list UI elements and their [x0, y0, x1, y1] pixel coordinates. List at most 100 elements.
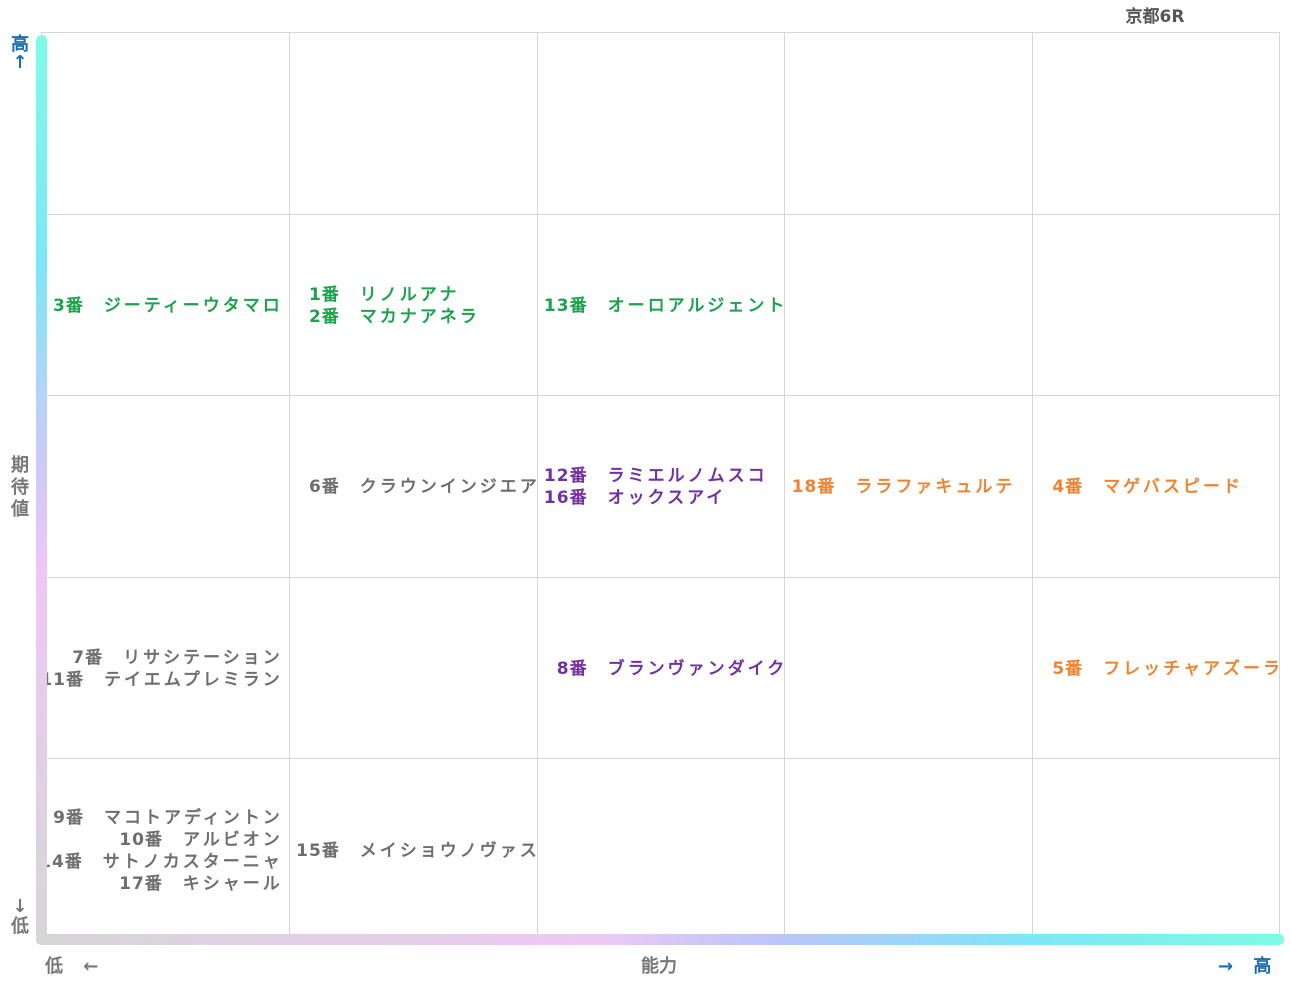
horse-name: アルビオン: [182, 829, 283, 850]
horse-number: 15番: [296, 840, 340, 861]
horse-number: 8番: [556, 659, 588, 680]
horse-number: 5番: [1052, 659, 1084, 680]
horse-entry: 9番 マコトアディントン: [38, 807, 283, 829]
down-arrow-icon: ↓: [12, 896, 28, 917]
grid-cell-r2-c1: 6番 クラウンインジエア: [288, 396, 540, 578]
x-axis-low-text: 低: [45, 956, 63, 977]
y-axis-high-text: 高: [11, 34, 29, 55]
horse-name: オーロアルジェント: [607, 295, 788, 316]
x-axis-high-label: → 高: [1218, 952, 1271, 978]
horse-number: 11番: [40, 670, 84, 691]
horse-entry: 10番 アルビオン: [117, 829, 283, 851]
horse-entry: 13番 オーロアルジェント: [542, 295, 788, 317]
horse-name: マゲバスピード: [1103, 477, 1243, 498]
x-axis-low-label: 低 ←: [45, 952, 98, 978]
horse-number: 2番: [308, 306, 340, 327]
grid-cell-r2-c4: 4番 マゲバスピード: [1032, 396, 1280, 578]
grid-cell-r3-c2: 8番 ブランヴァンダイク: [536, 577, 788, 760]
horse-entry: 7番 リサシテーション: [57, 647, 283, 669]
horse-entry: 8番 ブランヴァンダイク: [542, 658, 788, 680]
horse-number: 1番: [308, 284, 340, 305]
horse-number: 4番: [1052, 477, 1084, 498]
y-axis-title-char-1: 期: [11, 455, 29, 476]
horse-entry: 4番 マゲバスピード: [1037, 476, 1243, 498]
horse-entry: 6番 クラウンインジエア: [294, 476, 540, 498]
grid-cell-r3-c1: [288, 577, 537, 760]
y-axis-low-label: ↓ 低: [8, 896, 32, 938]
horse-number: 16番: [543, 488, 588, 509]
horse-number: 6番: [308, 477, 340, 498]
grid-cell-r0-c2: [536, 33, 785, 215]
grid-cell-r4-c0: 9番 マコトアディントン 10番 アルビオン 14番 サトノカスターニャ 17番 キシャール: [38, 759, 289, 941]
horse-entry: 2番 マカナアネラ: [294, 306, 480, 328]
horse-name: フレッチャアズーラ: [1103, 659, 1284, 680]
grid-cell-r1-c0: 3番 ジーティーウタマロ: [38, 214, 289, 397]
horse-entry: 12番 ラミエルノムスコ: [542, 465, 768, 487]
horse-number: 7番: [72, 648, 104, 669]
horse-name: クラウンインジエア: [359, 477, 540, 498]
y-axis-title: 期 待 値: [8, 455, 32, 521]
grid-cell-r4-c1: 15番 メイショウノヴァス: [288, 759, 540, 941]
horse-number: 12番: [543, 466, 588, 487]
x-axis-high-text: 高: [1253, 956, 1272, 977]
grid-cell-r2-c0: [41, 396, 289, 578]
horse-name: リノルアナ: [359, 284, 460, 305]
horse-entry: 14番 サトノカスターニャ: [37, 851, 283, 873]
grid-cell-r4-c4: [1032, 759, 1280, 941]
right-arrow-icon: →: [1218, 956, 1234, 977]
y-axis-title-char-2: 待: [11, 477, 29, 498]
horse-name: メイショウノヴァス: [359, 840, 540, 861]
horse-name: テイエムプレミラン: [103, 670, 283, 691]
grid-cell-r0-c3: [784, 33, 1033, 215]
horse-name: マカナアネラ: [359, 306, 480, 327]
grid-cell-r1-c4: [1032, 214, 1280, 397]
horse-entry: 5番 フレッチャアズーラ: [1037, 658, 1283, 680]
horse-entry: 18番 ララファキュルテ: [789, 476, 1015, 498]
grid-cell-r4-c3: [784, 759, 1033, 941]
horse-name: ララファキュルテ: [855, 477, 1016, 498]
y-axis-gradient-bar: [36, 35, 47, 941]
horse-number: 3番: [52, 295, 84, 316]
grid-cell-r4-c2: [536, 759, 785, 941]
grid-cell-r2-c2: 12番 ラミエルノムスコ 16番 オックスアイ: [536, 396, 785, 578]
grid-cell-r1-c1: 1番 リノルアナ 2番 マカナアネラ: [288, 214, 537, 397]
x-axis-gradient-bar: [36, 934, 1284, 945]
race-title: 京都6R: [1125, 7, 1185, 27]
grid-cell-r3-c0: 7番 リサシテーション 11番 テイエムプレミラン: [38, 577, 289, 760]
y-axis-high-label: 高 ↑: [8, 34, 32, 74]
horse-name: サトノカスターニャ: [102, 851, 283, 872]
horse-name: ラミエルノムスコ: [607, 466, 768, 487]
horse-name: マコトアディントン: [103, 807, 283, 828]
horse-entry: 17番 キシャール: [117, 873, 283, 895]
grid-cell-r3-c3: [784, 577, 1033, 760]
expectation-ability-grid: 3番 ジーティーウタマロ 1番 リノルアナ 2番 マカナアネラ 13番 オーロアルジェント 6番…: [38, 32, 1283, 941]
up-arrow-icon: ↑: [12, 52, 28, 73]
grid-cell-r1-c2: 13番 オーロアルジェント: [536, 214, 788, 397]
horse-number: 10番: [119, 829, 163, 850]
left-arrow-icon: ←: [83, 956, 99, 977]
horse-name: キシャール: [182, 873, 283, 894]
horse-name: ジーティーウタマロ: [103, 295, 283, 316]
grid-cell-r2-c3: 18番 ララファキュルテ: [784, 396, 1033, 578]
grid-cell-r1-c3: [784, 214, 1033, 397]
horse-number: 9番: [53, 807, 84, 828]
grid-cell-r0-c0: [41, 33, 289, 215]
horse-number: 13番: [543, 295, 588, 316]
horse-number: 17番: [119, 873, 163, 894]
y-axis-title-char-3: 値: [11, 499, 29, 520]
y-axis-low-text: 低: [11, 916, 29, 937]
grid-cell-r0-c4: [1032, 33, 1280, 215]
horse-entry: 11番 テイエムプレミラン: [38, 669, 283, 691]
horse-name: オックスアイ: [607, 488, 727, 509]
x-axis-title: 能力: [641, 956, 677, 977]
horse-number: 18番: [791, 477, 836, 498]
horse-entry: 3番 ジーティーウタマロ: [38, 295, 283, 317]
horse-entry: 15番 メイショウノヴァス: [294, 840, 540, 862]
grid-cell-r0-c1: [288, 33, 537, 215]
horse-entry: 16番 オックスアイ: [542, 487, 727, 509]
horse-entry: 1番 リノルアナ: [294, 284, 460, 306]
grid-cell-r3-c4: 5番 フレッチャアズーラ: [1032, 577, 1283, 760]
horse-name: ブランヴァンダイク: [607, 659, 788, 680]
horse-name: リサシテーション: [123, 648, 283, 669]
horse-number: 14番: [39, 851, 83, 872]
